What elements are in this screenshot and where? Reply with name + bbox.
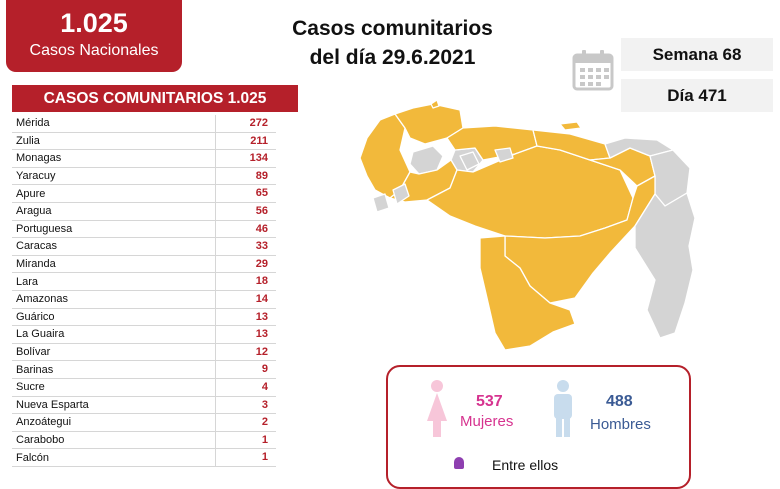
female-figure-icon — [427, 380, 447, 437]
cases-table-header: CASOS COMUNITARIOS 1.025 — [12, 85, 298, 112]
state-name: Caracas — [16, 240, 57, 253]
state-name: Sucre — [16, 381, 45, 394]
table-row: Caracas 33 — [12, 238, 276, 256]
state-value: 13 — [215, 308, 276, 326]
table-row: Monagas 134 — [12, 150, 276, 168]
table-row: Carabobo 1 — [12, 431, 276, 450]
day-box: Día 471 — [621, 79, 773, 112]
state-value: 1 — [215, 449, 276, 466]
calendar-icon — [572, 50, 614, 91]
map-island-north — [430, 99, 440, 109]
map-guayana-esequiba — [634, 192, 696, 339]
state-name: Mérida — [16, 117, 50, 130]
state-value: 9 — [215, 361, 276, 378]
state-value: 33 — [215, 238, 276, 255]
state-name: Zulia — [16, 134, 40, 147]
national-cases-label: Casos Nacionales — [29, 42, 159, 59]
state-name: Portuguesa — [16, 222, 73, 235]
state-name: Amazonas — [16, 293, 68, 306]
state-value: 13 — [215, 326, 276, 343]
table-row: Anzoátegui 2 — [12, 414, 276, 432]
state-value: 29 — [215, 255, 276, 273]
male-count: 488 — [606, 393, 633, 410]
state-value: 4 — [215, 378, 276, 396]
state-value: 46 — [215, 220, 276, 238]
title-line-1: Casos comunitarios — [292, 17, 493, 40]
bottom-note: Entre ellos — [492, 457, 559, 473]
state-value: 12 — [215, 343, 276, 361]
state-value: 211 — [215, 132, 276, 150]
state-value: 1 — [215, 431, 276, 449]
state-name: La Guaira — [16, 328, 65, 341]
state-name: Apure — [16, 187, 46, 200]
table-row: La Guaira 13 — [12, 326, 276, 344]
table-row: Falcón 1 — [12, 449, 276, 467]
state-value: 134 — [215, 150, 276, 167]
map-merida-spot — [392, 183, 410, 205]
state-value: 272 — [215, 115, 276, 132]
state-name: Miranda — [16, 258, 56, 271]
table-row: Yaracuy 89 — [12, 167, 276, 186]
table-row: Mérida 272 — [12, 115, 276, 133]
state-name: Barinas — [16, 363, 54, 376]
state-name: Guárico — [16, 310, 55, 323]
title-line-2: del día 29.6.2021 — [309, 46, 476, 69]
table-row: Miranda 29 — [12, 255, 276, 274]
state-name: Lara — [16, 275, 39, 288]
state-value: 2 — [215, 414, 276, 431]
state-name: Bolívar — [16, 346, 51, 359]
state-name: Yaracuy — [16, 170, 56, 183]
female-label: Mujeres — [460, 413, 514, 430]
person-icon — [454, 457, 464, 469]
national-cases-count: 1.025 — [60, 8, 128, 38]
state-value: 56 — [215, 202, 276, 220]
map-sucre — [604, 137, 674, 159]
table-row: Zulia 211 — [12, 132, 276, 151]
table-row: Bolívar 12 — [12, 343, 276, 362]
state-value: 14 — [215, 290, 276, 308]
state-name: Carabobo — [16, 433, 65, 446]
table-row: Sucre 4 — [12, 378, 276, 397]
state-value: 65 — [215, 185, 276, 202]
gender-breakdown-box: 537 Mujeres 488 Hombres Entre ellos — [386, 365, 691, 489]
map-nueva-esparta — [559, 121, 582, 131]
state-name: Falcón — [16, 451, 50, 464]
venezuela-map — [359, 99, 696, 351]
state-name: Anzoátegui — [16, 416, 72, 429]
map-gray-center — [459, 151, 480, 171]
table-row: Nueva Esparta 3 — [12, 396, 276, 415]
cases-table: Mérida 272 Zulia 211 Monagas 134 Yaracuy 89 Apur… — [12, 115, 276, 467]
state-value: 18 — [215, 273, 276, 290]
national-cases-box: 1.025 Casos Nacionales — [6, 0, 182, 72]
table-row: Aragua 56 — [12, 202, 276, 221]
male-figure-icon — [554, 380, 572, 437]
state-value: 89 — [215, 167, 276, 185]
map-gray-capital — [494, 147, 514, 163]
map-amazonas — [479, 235, 576, 351]
table-row: Barinas 9 — [12, 361, 276, 379]
table-row: Portuguesa 46 — [12, 220, 276, 239]
week-box: Semana 68 — [621, 38, 773, 71]
state-name: Monagas — [16, 152, 62, 165]
map-west-border — [372, 193, 390, 213]
state-value: 3 — [215, 396, 276, 414]
table-row: Apure 65 — [12, 185, 276, 203]
female-count: 537 — [476, 393, 503, 410]
table-row: Guárico 13 — [12, 308, 276, 327]
table-row: Lara 18 — [12, 273, 276, 291]
state-name: Aragua — [16, 205, 52, 218]
male-label: Hombres — [590, 416, 651, 433]
page-title: Casos comunitarios del día 29.6.2021 — [250, 14, 535, 72]
table-row: Amazonas 14 — [12, 290, 276, 309]
state-name: Nueva Esparta — [16, 398, 89, 411]
